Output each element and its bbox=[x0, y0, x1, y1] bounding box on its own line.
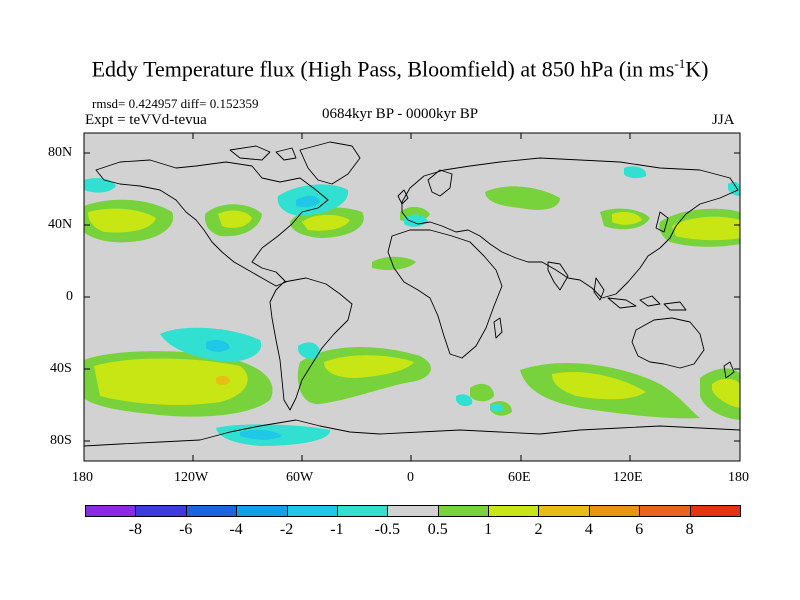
colorbar-swatch bbox=[336, 505, 389, 517]
colorbar-label: 0.5 bbox=[427, 521, 448, 538]
east-pacific-core bbox=[218, 210, 252, 228]
y-tick-40n: 40N bbox=[48, 217, 73, 232]
arctic-islands-coast bbox=[229, 145, 297, 161]
antarctic-negative-core bbox=[240, 429, 282, 440]
north-atlantic-core bbox=[302, 214, 350, 231]
axis-ticks bbox=[84, 133, 740, 461]
colorbar-label: 4 bbox=[584, 521, 593, 538]
south-atlantic-core bbox=[324, 355, 414, 378]
north-pacific-core bbox=[88, 208, 156, 233]
south-indian-negative bbox=[456, 394, 473, 407]
australia-coast bbox=[631, 317, 705, 369]
scandinavia-coast bbox=[427, 169, 453, 197]
greenland-coast bbox=[299, 141, 361, 185]
season-label: JJA bbox=[712, 112, 735, 128]
period-label: 0684kyr BP - 0000kyr BP bbox=[321, 106, 479, 122]
indonesia-coast bbox=[607, 295, 687, 311]
y-tick-40s: 40S bbox=[50, 361, 72, 376]
colorbar-label: -8 bbox=[128, 521, 143, 538]
arctic-east-negative bbox=[728, 181, 740, 196]
south-america-negative bbox=[298, 342, 321, 359]
x-tick-120w: 120W bbox=[174, 470, 209, 485]
colorbar-swatch bbox=[85, 505, 137, 517]
colorbar-label: 8 bbox=[685, 521, 694, 538]
uk-coast bbox=[397, 189, 409, 205]
title-main: Eddy Temperature flux (High Pass, Bloomf… bbox=[91, 56, 675, 82]
experiment-label: Expt = teVVd-tevua bbox=[85, 112, 207, 128]
antarctica-coast bbox=[83, 419, 741, 447]
title-superscript: -1 bbox=[674, 56, 686, 71]
colorbar-swatch bbox=[135, 505, 187, 517]
y-tick-0: 0 bbox=[66, 289, 73, 304]
x-tick-180w: 180 bbox=[72, 470, 93, 485]
caribbean-positive bbox=[372, 256, 416, 270]
south-indian-positive bbox=[470, 383, 494, 402]
colorbar-swatch bbox=[588, 505, 641, 517]
negative-anomaly-fields bbox=[84, 166, 740, 446]
south-pacific-core bbox=[94, 358, 248, 405]
west-pacific-core bbox=[672, 216, 740, 241]
colorbar-swatch bbox=[689, 505, 741, 517]
east-asia-core bbox=[612, 212, 642, 225]
india-coast bbox=[547, 261, 569, 291]
colorbar-swatch bbox=[286, 505, 338, 517]
colorbar-swatch bbox=[488, 505, 540, 517]
x-tick-60w: 60W bbox=[286, 470, 314, 485]
title-end: K) bbox=[685, 56, 709, 82]
africa-coast bbox=[387, 229, 503, 359]
y-tick-80n: 80N bbox=[48, 145, 73, 160]
chart-title: Eddy Temperature flux (High Pass, Bloomf… bbox=[0, 56, 800, 82]
colorbar-swatch bbox=[387, 505, 439, 517]
colorbar-label: -2 bbox=[279, 521, 294, 538]
colorbar-swatch bbox=[236, 505, 288, 517]
south-ocean-negative-small bbox=[490, 403, 504, 413]
colorbar-label: 2 bbox=[534, 521, 543, 538]
madagascar-coast bbox=[493, 317, 503, 339]
x-tick-180e: 180 bbox=[728, 470, 749, 485]
south-pacific-negative-core bbox=[206, 340, 230, 352]
x-tick-60e: 60E bbox=[508, 470, 531, 485]
colorbar-swatch bbox=[185, 505, 238, 517]
colorbar-label: -0.5 bbox=[374, 521, 400, 538]
asia-positive-band bbox=[485, 186, 560, 210]
x-tick-120e: 120E bbox=[613, 470, 643, 485]
colorbar-label: 1 bbox=[484, 521, 493, 538]
north-america-coast bbox=[95, 159, 329, 287]
south-america-coast bbox=[269, 277, 353, 411]
stats-text: rmsd= 0.424957 diff= 0.152359 bbox=[92, 96, 259, 111]
japan-coast bbox=[655, 211, 669, 233]
new-zealand-coast bbox=[723, 361, 735, 379]
south-pacific-peak bbox=[216, 375, 230, 385]
colorbar-label: -1 bbox=[330, 521, 344, 538]
eurasia-coast bbox=[401, 157, 739, 299]
arctic-negative bbox=[624, 166, 647, 179]
colorbar-label: -6 bbox=[179, 521, 193, 538]
australia-south-core bbox=[712, 378, 740, 408]
coastlines bbox=[83, 141, 741, 447]
southeast-asia-coast bbox=[593, 277, 605, 301]
colorbar-label: 6 bbox=[635, 521, 644, 538]
colorbar-swatch bbox=[437, 505, 490, 517]
x-tick-0: 0 bbox=[407, 470, 414, 485]
colorbar-label: -4 bbox=[229, 521, 243, 538]
north-america-deep bbox=[296, 195, 320, 208]
colorbar-swatch bbox=[538, 505, 590, 517]
north-pacific-negative bbox=[84, 178, 116, 193]
y-tick-80s: 80S bbox=[50, 433, 72, 448]
indian-ocean-core bbox=[552, 372, 646, 400]
colorbar-swatch bbox=[639, 505, 691, 517]
